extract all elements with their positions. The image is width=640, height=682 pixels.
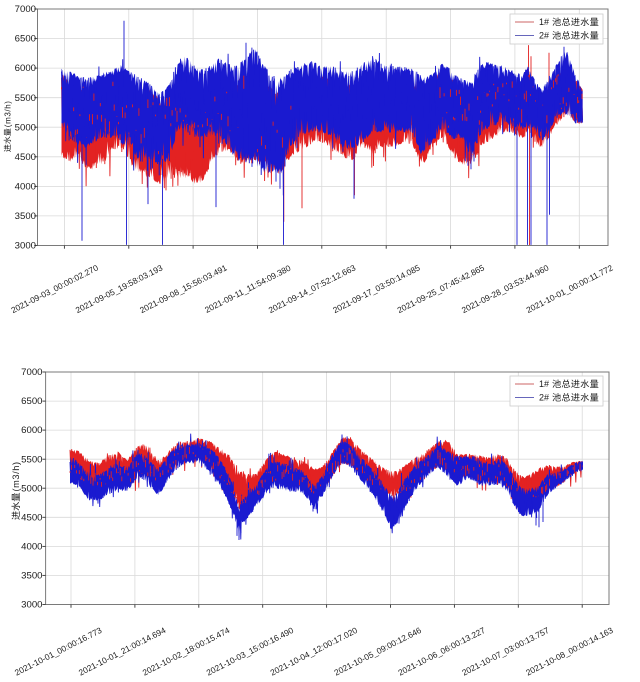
svg-text:(m3/h): (m3/h) [3, 100, 12, 127]
svg-text:6500: 6500 [21, 396, 42, 407]
svg-text:(m3/h): (m3/h) [11, 461, 21, 491]
svg-text:6000: 6000 [21, 425, 42, 436]
svg-text:3000: 3000 [21, 600, 42, 611]
svg-text:5500: 5500 [21, 454, 42, 465]
svg-text:6500: 6500 [15, 34, 36, 45]
svg-text:6000: 6000 [15, 63, 36, 74]
svg-text:5500: 5500 [15, 93, 36, 104]
svg-text:4000: 4000 [15, 182, 36, 193]
svg-text:1#: 1# [539, 379, 549, 389]
svg-text:7000: 7000 [15, 4, 36, 15]
svg-text:4000: 4000 [21, 542, 42, 553]
svg-text:4500: 4500 [21, 512, 42, 523]
svg-text:1#: 1# [539, 17, 549, 27]
svg-text:4500: 4500 [15, 152, 36, 163]
svg-text:2#: 2# [539, 31, 549, 41]
svg-text:5000: 5000 [15, 122, 36, 133]
svg-text:5000: 5000 [21, 483, 42, 494]
svg-text:3500: 3500 [15, 211, 36, 222]
svg-text:3500: 3500 [21, 571, 42, 582]
svg-text:3000: 3000 [15, 241, 36, 252]
svg-text:2#: 2# [539, 393, 549, 403]
svg-text:7000: 7000 [21, 367, 42, 378]
